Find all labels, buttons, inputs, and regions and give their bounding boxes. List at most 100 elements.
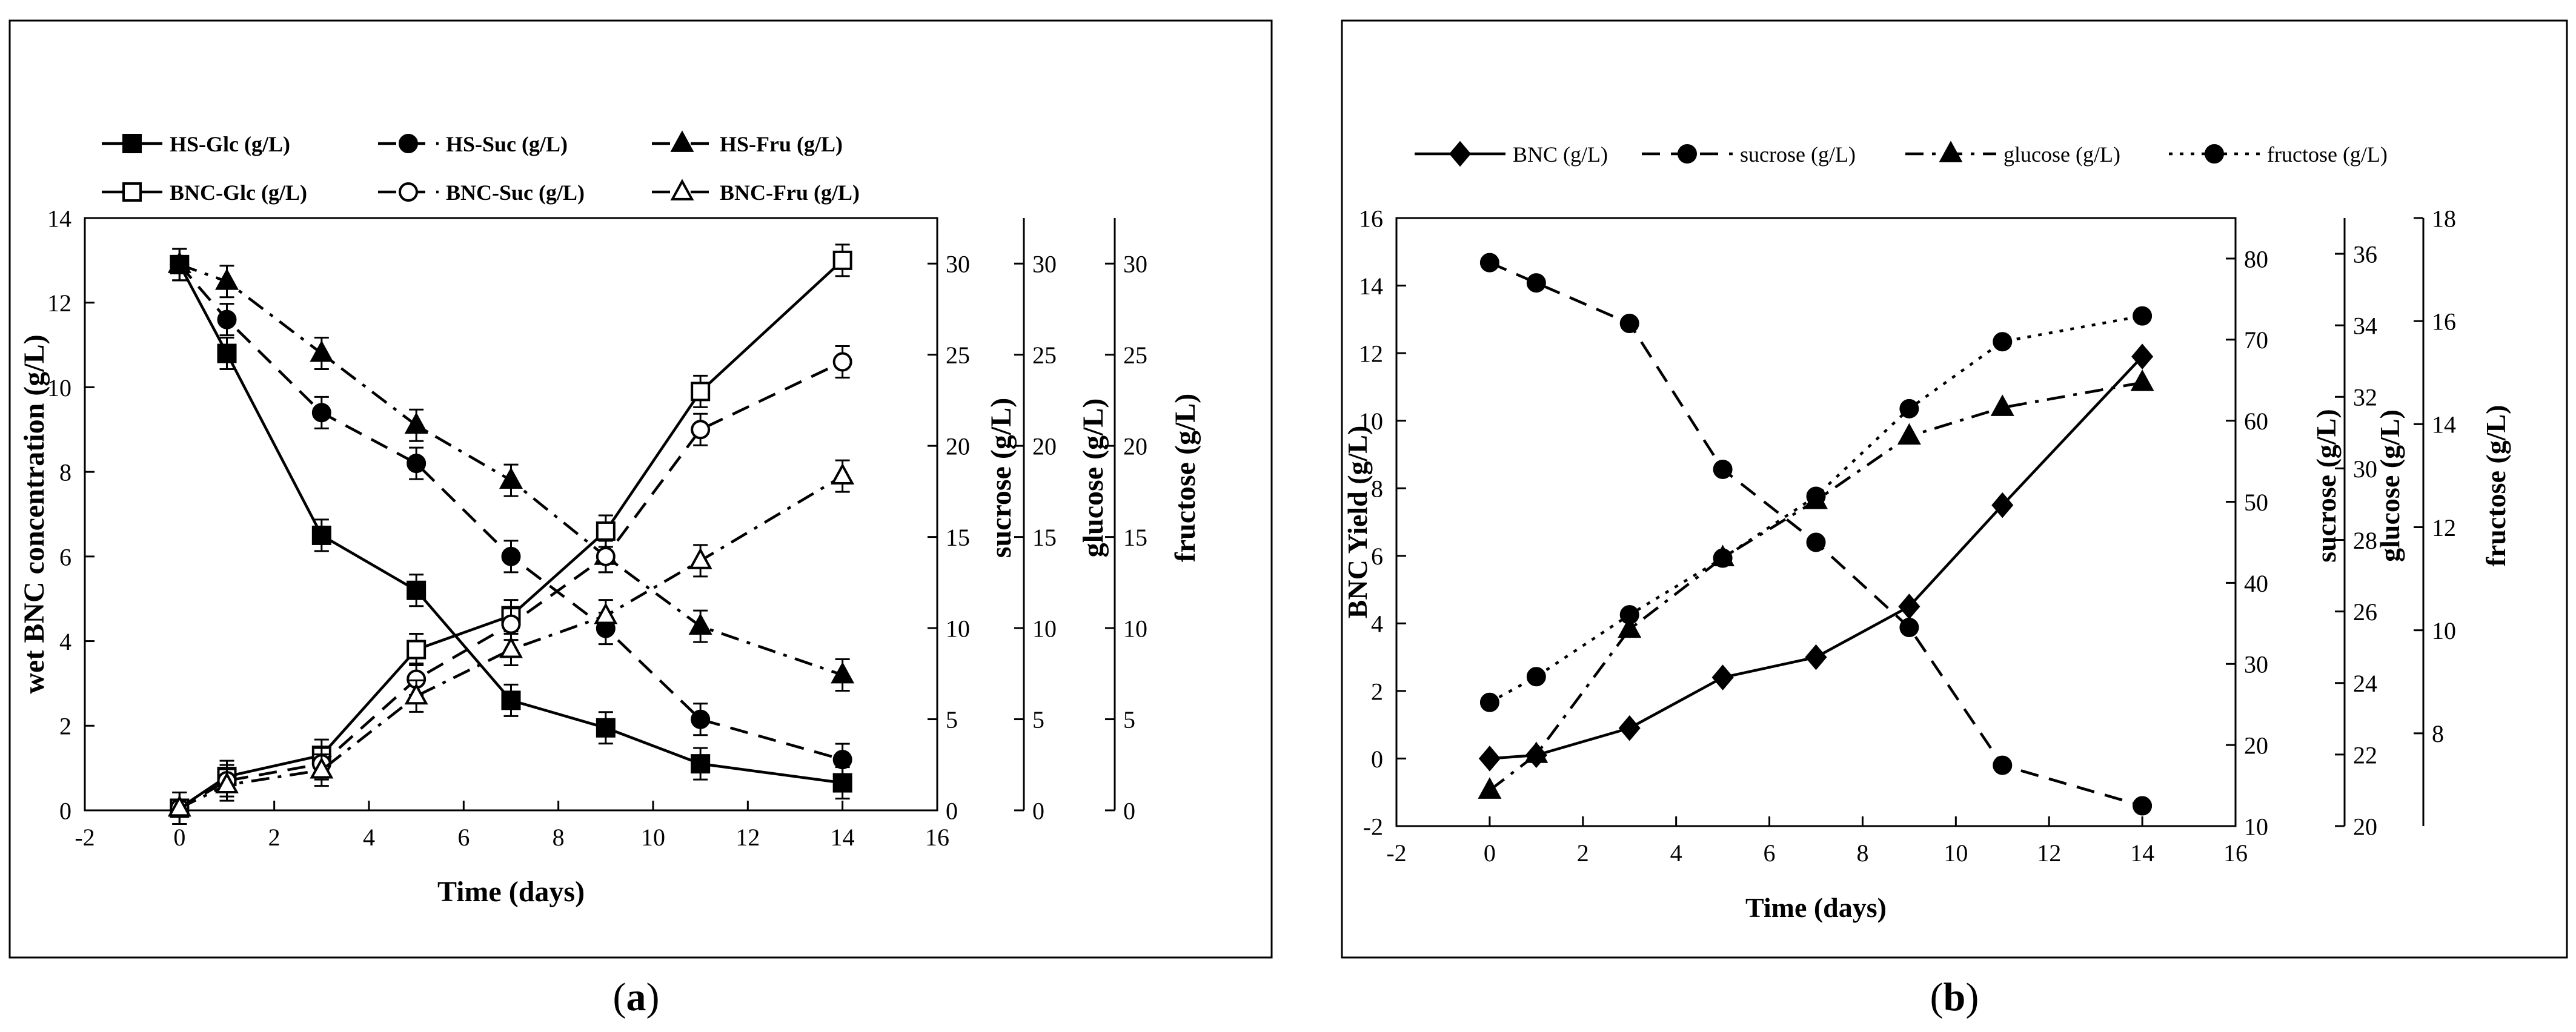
data-point [1897, 423, 1921, 445]
panel-b-letter: b [1944, 975, 1966, 1019]
x-tick-label: 14 [2130, 839, 2154, 867]
data-point [691, 709, 711, 729]
data-point [1993, 755, 2013, 775]
data-point [1713, 548, 1733, 568]
data-point [1478, 746, 1501, 772]
data-point [501, 614, 521, 634]
data-point [404, 683, 428, 705]
data-point [1899, 618, 1919, 638]
x-tick-label: 10 [1944, 839, 1968, 867]
data-point [688, 613, 712, 635]
series-line [1489, 261, 2143, 807]
right-axis-tick-label: 5 [1123, 706, 1135, 733]
series-line [179, 475, 843, 810]
x-tick-label: 4 [1670, 839, 1682, 867]
series-line [1489, 381, 2143, 792]
x-tick-label: 0 [173, 824, 185, 851]
data-point [691, 754, 711, 774]
y-tick-label: 8 [1371, 475, 1383, 503]
legend-label: BNC (g/L) [1513, 142, 1608, 167]
y-axis-title: wet BNC concentration (g/L) [18, 334, 50, 693]
right-axis-title: fructose (g/L) [2480, 405, 2511, 567]
right-axis-tick-label: 25 [1032, 342, 1057, 369]
data-point [2133, 306, 2153, 326]
legend-marker [670, 179, 694, 200]
data-point [1993, 332, 2013, 352]
right-axis-tick-label: 30 [2353, 455, 2377, 483]
right-axis-tick-label: 25 [1123, 342, 1147, 369]
panel-b-frame [1341, 19, 2568, 959]
data-point [499, 467, 523, 489]
y-tick-label: 10 [47, 374, 71, 402]
data-point [1806, 486, 1826, 506]
right-axis-tick-label: 10 [1123, 615, 1147, 642]
y-tick-label: 14 [1359, 273, 1383, 300]
y-tick-label: 4 [59, 628, 71, 655]
data-point [407, 580, 427, 600]
y-tick-label: 6 [59, 543, 71, 571]
right-axis-tick-label: 10 [2432, 617, 2456, 644]
data-point [499, 636, 523, 658]
x-axis-title: Time (days) [1745, 892, 1887, 923]
right-axis-tick-label: 14 [2432, 411, 2456, 438]
right-axis-title: sucrose (g/L) [2311, 409, 2342, 562]
series-line [178, 263, 843, 761]
right-axis-tick-label: 80 [2244, 245, 2268, 273]
right-axis-tick-label: 70 [2244, 326, 2268, 354]
data-point [404, 412, 428, 434]
right-axis-tick-label: 25 [946, 342, 970, 369]
right-axis-tick-label: 0 [946, 797, 958, 824]
legend-marker [399, 134, 418, 153]
right-axis-tick-label: 20 [946, 433, 970, 460]
data-point [310, 756, 334, 779]
y-axis-title: BNC Yield (g/L) [1342, 426, 1373, 619]
legend-label: BNC-Glc (g/L) [170, 180, 307, 205]
legend-label: sucrose (g/L) [1740, 142, 1856, 167]
legend-marker [122, 134, 142, 153]
right-axis-tick-label: 40 [2244, 570, 2268, 597]
right-axis-tick-label: 0 [1032, 797, 1044, 824]
data-point [1898, 594, 1920, 620]
data-point [596, 718, 616, 738]
right-axis-tick-label: 8 [2432, 720, 2444, 747]
x-tick-label: -2 [1386, 839, 1406, 867]
right-axis-tick-label: 10 [1032, 615, 1057, 642]
data-point [1618, 715, 1641, 741]
y-tick-label: 14 [47, 205, 71, 232]
x-tick-label: 6 [1764, 839, 1776, 867]
legend-marker [399, 182, 418, 202]
data-point [832, 773, 852, 793]
right-axis-tick-label: 30 [946, 251, 970, 278]
x-tick-label: 2 [1577, 839, 1589, 867]
data-point [596, 546, 616, 566]
data-point [831, 463, 855, 485]
right-axis-tick-label: 26 [2353, 598, 2377, 626]
x-tick-label: 10 [641, 824, 665, 851]
panel-a-frame [8, 19, 1273, 959]
y-tick-label: 6 [1371, 543, 1383, 570]
data-point [1619, 605, 1639, 625]
series-line [179, 360, 843, 810]
legend-label: BNC-Fru (g/L) [720, 180, 860, 205]
right-axis-tick-label: 5 [946, 706, 958, 733]
data-point [167, 251, 191, 273]
legend-label: fructose (g/L) [2267, 142, 2388, 167]
right-axis-tick-label: 20 [1032, 433, 1057, 460]
x-tick-label: 8 [1856, 839, 1868, 867]
data-point [1991, 492, 2014, 518]
right-axis-tick-label: 30 [2244, 651, 2268, 678]
right-axis-tick-label: 0 [1123, 797, 1135, 824]
legend-label: BNC-Suc (g/L) [446, 180, 585, 205]
right-axis-title: glucose (g/L) [1077, 399, 1109, 558]
data-point [2133, 796, 2153, 816]
data-point [1526, 667, 1546, 687]
data-point [407, 454, 427, 474]
data-point [596, 521, 616, 541]
data-point [691, 420, 711, 440]
plot-area [84, 217, 938, 812]
x-tick-label: -2 [75, 824, 95, 851]
data-point [1618, 616, 1642, 638]
y-tick-label: 0 [59, 797, 71, 824]
